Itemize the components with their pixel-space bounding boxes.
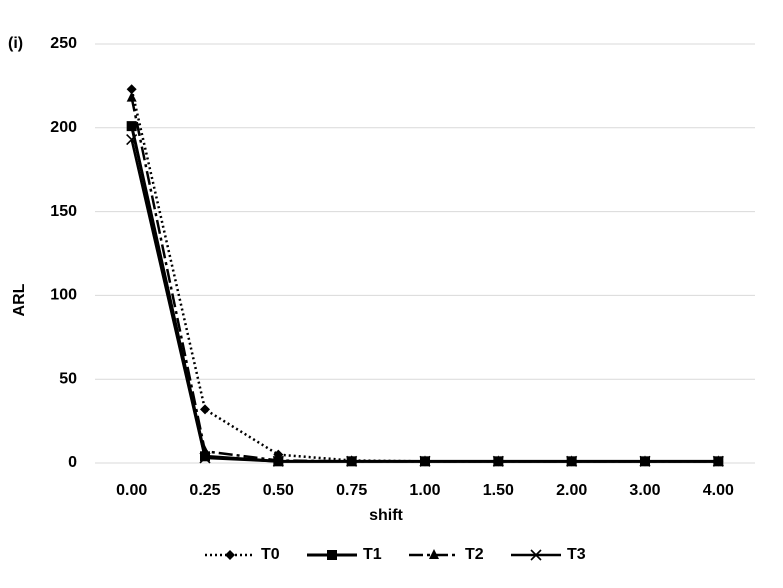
y-axis-label: ARL [11, 283, 28, 316]
marker [712, 455, 724, 467]
x-tick-label: 1.50 [483, 482, 514, 499]
y-tick-label: 0 [68, 454, 77, 471]
panel-label: (i) [8, 35, 23, 52]
marker [566, 455, 578, 467]
legend-label: T3 [567, 546, 586, 563]
marker [639, 455, 651, 467]
legend-label: T1 [363, 546, 382, 563]
marker [126, 91, 137, 102]
x-tick-label: 4.00 [703, 482, 734, 499]
x-tick-label: 1.00 [409, 482, 440, 499]
x-tick-label: 2.00 [556, 482, 587, 499]
x-tick-label: 0.50 [263, 482, 294, 499]
marker [199, 452, 211, 464]
legend-marker [225, 550, 235, 560]
legend-marker [530, 549, 542, 561]
legend-label: T0 [261, 546, 280, 563]
x-tick-label: 0.00 [116, 482, 147, 499]
y-tick-label: 100 [50, 287, 77, 304]
marker [419, 455, 431, 467]
series-line [130, 88, 719, 463]
marker [272, 455, 284, 467]
marker [200, 445, 210, 456]
y-tick-label: 250 [50, 35, 77, 52]
marker [126, 121, 137, 132]
x-axis-label: shift [369, 507, 403, 524]
marker [492, 455, 504, 467]
x-tick-label: 3.00 [629, 482, 660, 499]
y-tick-label: 150 [50, 203, 77, 220]
series-line [130, 97, 719, 463]
legend-marker [327, 550, 337, 560]
y-tick-label: 200 [50, 119, 77, 136]
legend-marker [429, 549, 439, 559]
marker [126, 84, 137, 95]
marker [200, 404, 210, 415]
series-line [130, 139, 719, 463]
legend-label: T2 [465, 546, 484, 563]
x-tick-label: 0.25 [189, 482, 220, 499]
x-tick-label: 0.75 [336, 482, 367, 499]
series-line [130, 125, 719, 463]
y-tick-label: 50 [59, 370, 77, 387]
marker [126, 133, 138, 146]
marker [346, 455, 358, 467]
